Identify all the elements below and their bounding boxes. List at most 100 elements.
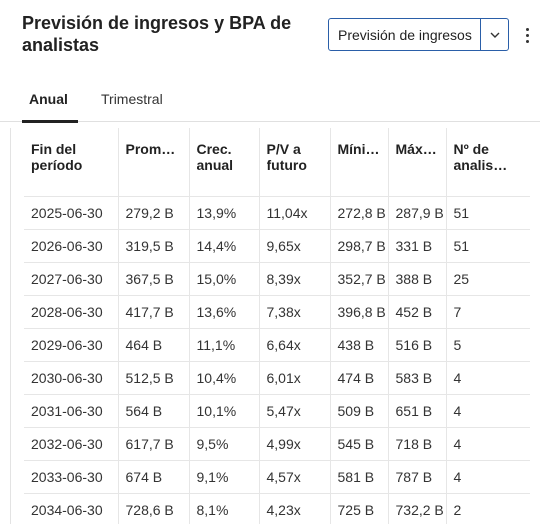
column-header-maximum[interactable]: Máx…: [388, 128, 447, 196]
cell-minimum: 545 B: [330, 426, 389, 460]
cell-forward-ps: 4,23x: [259, 492, 331, 524]
cell-minimum: 272,8 B: [330, 195, 389, 229]
cell-minimum: 298,7 B: [330, 228, 389, 262]
cell-forward-ps: 4,57x: [259, 459, 331, 493]
period-tabs: Anual Trimestral: [0, 80, 540, 123]
forecast-table: Fin del período Prom… Crec. anual P/V a …: [24, 128, 530, 524]
cell-forward-ps: 7,38x: [259, 294, 331, 328]
widget-header: Previsión de ingresos y BPA de analistas: [22, 12, 322, 56]
cell-average: 367,5 B: [118, 261, 190, 295]
cell-period-end: 2030-06-30: [24, 360, 119, 394]
cell-period-end: 2025-06-30: [24, 195, 119, 229]
column-header-forward-ps[interactable]: P/V a futuro: [259, 128, 331, 196]
cell-maximum: 732,2 B: [388, 492, 447, 524]
cell-average: 512,5 B: [118, 360, 190, 394]
forecast-table-container[interactable]: Fin del período Prom… Crec. anual P/V a …: [10, 128, 540, 524]
cell-forward-ps: 6,64x: [259, 327, 331, 361]
cell-forward-ps: 8,39x: [259, 261, 331, 295]
cell-period-end: 2028-06-30: [24, 294, 119, 328]
cell-annual-growth: 14,4%: [189, 228, 260, 262]
cell-period-end: 2027-06-30: [24, 261, 119, 295]
cell-minimum: 581 B: [330, 459, 389, 493]
cell-maximum: 787 B: [388, 459, 447, 493]
cell-minimum: 509 B: [330, 393, 389, 427]
cell-average: 564 B: [118, 393, 190, 427]
cell-period-end: 2026-06-30: [24, 228, 119, 262]
cell-annual-growth: 13,9%: [189, 195, 260, 229]
column-header-period-end[interactable]: Fin del período: [24, 128, 119, 196]
cell-annual-growth: 8,1%: [189, 492, 260, 524]
cell-average: 674 B: [118, 459, 190, 493]
cell-analyst-count: 51: [446, 195, 530, 229]
active-tab-indicator: [22, 120, 78, 123]
cell-minimum: 352,7 B: [330, 261, 389, 295]
cell-period-end: 2033-06-30: [24, 459, 119, 493]
tab-quarterly[interactable]: Trimestral: [101, 91, 163, 107]
cell-average: 279,2 B: [118, 195, 190, 229]
cell-period-end: 2031-06-30: [24, 393, 119, 427]
cell-analyst-count: 2: [446, 492, 530, 524]
cell-annual-growth: 10,4%: [189, 360, 260, 394]
column-header-analyst-count[interactable]: Nº de analis…: [453, 141, 508, 173]
cell-annual-growth: 13,6%: [189, 294, 260, 328]
cell-maximum: 331 B: [388, 228, 447, 262]
cell-average: 417,7 B: [118, 294, 190, 328]
cell-average: 319,5 B: [118, 228, 190, 262]
dropdown-selected-value: Previsión de ingresos: [338, 26, 472, 43]
tab-annual[interactable]: Anual: [29, 91, 68, 107]
cell-forward-ps: 11,04x: [259, 195, 331, 229]
cell-analyst-count: 51: [446, 228, 530, 262]
cell-analyst-count: 25: [446, 261, 530, 295]
column-header-annual-growth[interactable]: Crec. anual: [189, 128, 260, 196]
cell-annual-growth: 10,1%: [189, 393, 260, 427]
cell-forward-ps: 6,01x: [259, 360, 331, 394]
table-header-row: Fin del período Prom… Crec. anual P/V a …: [24, 128, 530, 196]
table-row: 2025-06-30 279,2 B 13,9% 11,04x 272,8 B 287,9…: [24, 195, 530, 229]
chevron-down-icon[interactable]: [480, 19, 508, 50]
cell-analyst-count: 4: [446, 393, 530, 427]
forecast-type-dropdown[interactable]: Previsión de ingresos: [328, 18, 509, 51]
cell-average: 617,7 B: [118, 426, 190, 460]
cell-forward-ps: 9,65x: [259, 228, 331, 262]
cell-maximum: 516 B: [388, 327, 447, 361]
page-title: Previsión de ingresos y BPA de analistas: [22, 13, 292, 55]
cell-maximum: 287,9 B: [388, 195, 447, 229]
cell-analyst-count: 4: [446, 459, 530, 493]
column-header-average[interactable]: Prom…: [118, 128, 190, 196]
cell-period-end: 2029-06-30: [24, 327, 119, 361]
table-divider: [10, 128, 11, 524]
cell-analyst-count: 4: [446, 360, 530, 394]
cell-average: 464 B: [118, 327, 190, 361]
cell-annual-growth: 9,5%: [189, 426, 260, 460]
more-vertical-icon[interactable]: [520, 24, 534, 46]
cell-annual-growth: 9,1%: [189, 459, 260, 493]
cell-minimum: 396,8 B: [330, 294, 389, 328]
cell-minimum: 474 B: [330, 360, 389, 394]
cell-minimum: 725 B: [330, 492, 389, 524]
cell-annual-growth: 15,0%: [189, 261, 260, 295]
cell-analyst-count: 4: [446, 426, 530, 460]
cell-period-end: 2034-06-30: [24, 492, 119, 524]
cell-minimum: 438 B: [330, 327, 389, 361]
cell-annual-growth: 11,1%: [189, 327, 260, 361]
cell-period-end: 2032-06-30: [24, 426, 119, 460]
cell-maximum: 388 B: [388, 261, 447, 295]
column-header-minimum[interactable]: Míni…: [330, 128, 389, 196]
cell-analyst-count: 5: [446, 327, 530, 361]
cell-forward-ps: 5,47x: [259, 393, 331, 427]
table-body: 2025-06-30 279,2 B 13,9% 11,04x 272,8 B 287,9…: [24, 195, 530, 524]
cell-average: 728,6 B: [118, 492, 190, 524]
cell-analyst-count: 7: [446, 294, 530, 328]
cell-maximum: 651 B: [388, 393, 447, 427]
cell-maximum: 452 B: [388, 294, 447, 328]
cell-maximum: 583 B: [388, 360, 447, 394]
